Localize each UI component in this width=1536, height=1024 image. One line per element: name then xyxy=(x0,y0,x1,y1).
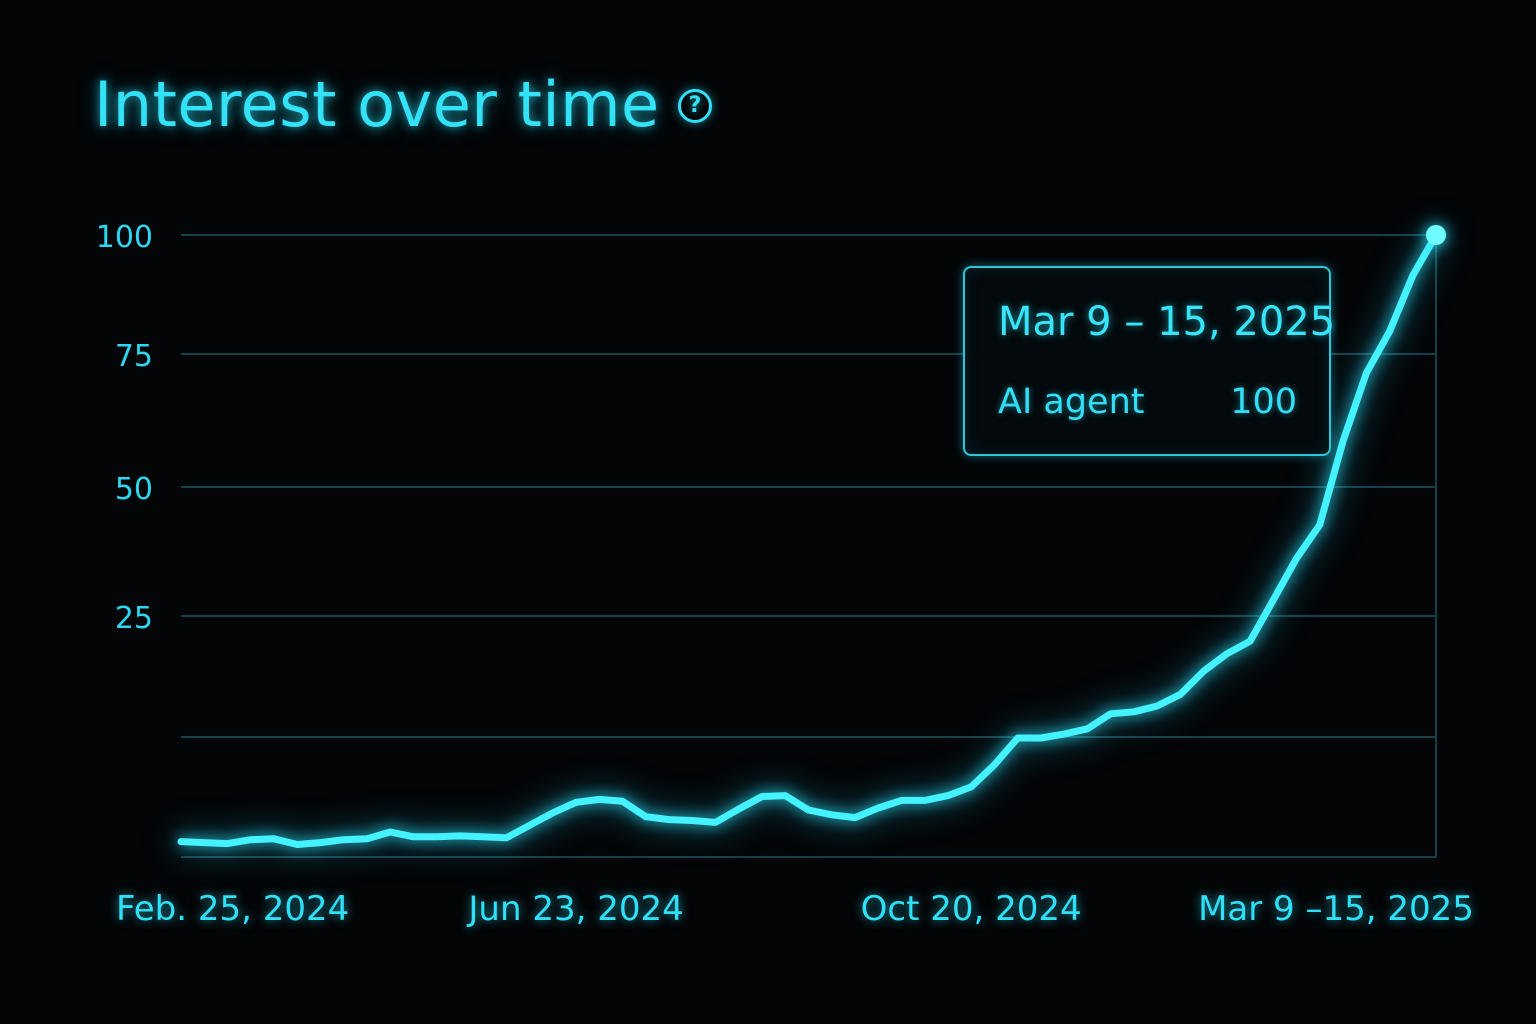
data-point xyxy=(1410,273,1416,279)
series-line-ai-agent xyxy=(177,231,1440,848)
data-point xyxy=(620,799,626,805)
tooltip-date: Mar 9 – 15, 2025 xyxy=(998,299,1336,345)
x-axis-ticks: Feb. 25, 2024 Jun 23, 2024 Oct 20, 2024 Mar… xyxy=(116,889,1474,929)
data-point xyxy=(829,812,835,818)
data-point xyxy=(689,818,695,824)
data-point xyxy=(364,836,370,842)
data-point xyxy=(806,807,812,813)
data-point xyxy=(945,793,951,799)
data-point xyxy=(573,799,579,805)
data-point xyxy=(1178,692,1184,698)
help-circle-icon[interactable]: ? xyxy=(678,89,712,123)
x-tick-label: Oct 20, 2024 xyxy=(861,889,1082,929)
tooltip-series-name: AI agent xyxy=(998,382,1145,422)
tooltip-value: 100 xyxy=(1230,382,1297,422)
data-point xyxy=(341,837,347,843)
data-point xyxy=(922,798,928,804)
y-tick-label: 25 xyxy=(115,601,153,636)
x-tick-label: Feb. 25, 2024 xyxy=(116,889,349,929)
data-point xyxy=(271,836,277,842)
data-point xyxy=(318,840,324,846)
data-point xyxy=(527,823,533,829)
chart-axes xyxy=(181,232,1437,858)
data-point xyxy=(1247,638,1253,644)
data-point xyxy=(1224,651,1230,657)
data-point xyxy=(294,842,300,848)
data-point xyxy=(1061,731,1067,737)
data-point xyxy=(480,834,486,840)
data-point xyxy=(1317,522,1323,528)
data-point xyxy=(225,841,231,847)
x-tick-label: Mar 9 –15, 2025 xyxy=(1198,889,1474,929)
y-axis-ticks: 100 75 50 25 xyxy=(96,220,153,636)
data-point xyxy=(411,834,417,840)
data-point xyxy=(504,835,510,841)
data-point xyxy=(1154,703,1160,709)
data-point xyxy=(899,798,905,804)
data-point xyxy=(968,784,974,790)
data-point xyxy=(201,840,207,846)
data-point xyxy=(597,797,603,803)
data-point xyxy=(1108,711,1114,717)
data-point xyxy=(736,806,742,812)
page-title: Interest over time xyxy=(94,68,660,141)
y-tick-label: 100 xyxy=(96,220,153,255)
data-point xyxy=(782,793,788,799)
data-point xyxy=(457,833,463,839)
data-point xyxy=(1271,597,1277,603)
data-point xyxy=(1294,555,1300,561)
current-value-point xyxy=(1426,225,1446,245)
data-point xyxy=(1038,735,1044,741)
data-point xyxy=(1387,329,1393,335)
data-point xyxy=(1085,726,1091,732)
data-point xyxy=(1201,668,1207,674)
data-point xyxy=(550,810,556,816)
data-point xyxy=(643,814,649,820)
data-point xyxy=(1131,709,1137,715)
data-point xyxy=(387,829,393,835)
data-point xyxy=(1363,370,1369,376)
x-tick-label: Jun 23, 2024 xyxy=(466,889,683,929)
data-point xyxy=(1015,735,1021,741)
data-point xyxy=(852,815,858,821)
y-tick-label: 75 xyxy=(115,339,153,374)
y-tick-label: 50 xyxy=(115,472,153,507)
data-point xyxy=(178,839,184,845)
data-point xyxy=(434,834,440,840)
data-point xyxy=(992,762,998,768)
data-point xyxy=(759,794,765,800)
data-point xyxy=(666,817,672,823)
data-point xyxy=(1340,438,1346,444)
data-point xyxy=(875,805,881,811)
data-point xyxy=(713,820,719,826)
data-point xyxy=(248,837,254,843)
data-tooltip: Mar 9 – 15, 2025 AI agent 100 xyxy=(963,266,1335,456)
series-points xyxy=(178,225,1446,848)
